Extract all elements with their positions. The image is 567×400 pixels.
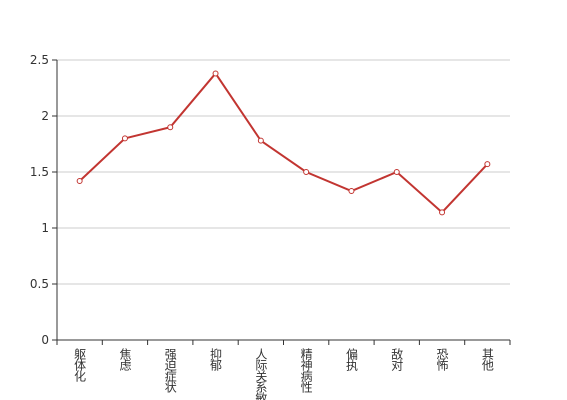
- x-tick-label: 强迫症状: [163, 348, 177, 393]
- y-tick-label: 2.5: [30, 53, 49, 67]
- y-tick-label: 0.5: [30, 277, 49, 291]
- point: [167, 124, 174, 131]
- x-tick-label: 人际关系敏感: [254, 348, 268, 400]
- point: [348, 188, 355, 195]
- x-tick-label: 精神病性: [299, 348, 313, 394]
- x-tick-label: 恐怖: [435, 348, 449, 371]
- point: [212, 70, 219, 77]
- x-tick-label: 抑郁: [209, 347, 223, 372]
- point: [76, 177, 83, 184]
- point: [303, 169, 310, 175]
- x-tick-label: 焦虑: [118, 348, 132, 371]
- y-tick-label: 1.5: [30, 165, 49, 179]
- y-tick-label: 1: [41, 221, 49, 235]
- x-tick-label: 躯体化: [73, 347, 87, 383]
- x-tick-label: 敌对: [390, 347, 404, 371]
- y-tick-label: 0: [41, 333, 49, 347]
- x-tick-label: 其他: [480, 348, 494, 371]
- point: [393, 169, 400, 175]
- point: [439, 209, 446, 216]
- y-tick-label: 2: [41, 109, 49, 123]
- line: [78, 71, 489, 214]
- x-tick-label: 偏执: [344, 347, 358, 372]
- point: [121, 135, 128, 142]
- point: [257, 137, 264, 144]
- point: [484, 161, 491, 168]
